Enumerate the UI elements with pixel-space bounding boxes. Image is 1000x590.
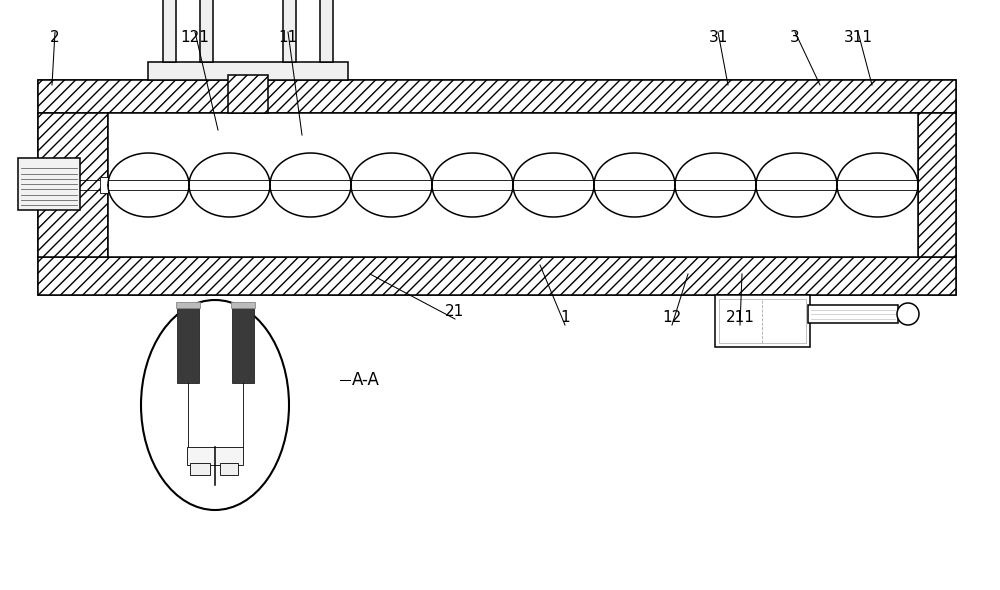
Text: 11: 11 — [278, 31, 298, 45]
Bar — [220, 463, 238, 475]
Bar — [187, 447, 243, 465]
Bar — [320, 0, 333, 62]
Bar — [163, 0, 176, 62]
Ellipse shape — [141, 300, 289, 510]
Bar — [148, 62, 348, 80]
Text: 211: 211 — [726, 310, 754, 326]
Bar — [232, 308, 254, 383]
Text: A-A: A-A — [352, 371, 380, 389]
Bar — [38, 257, 956, 295]
Text: 31: 31 — [708, 31, 728, 45]
Bar — [108, 113, 918, 257]
Text: 2: 2 — [50, 31, 60, 45]
Bar — [231, 302, 255, 308]
Text: 121: 121 — [181, 31, 209, 45]
Text: 21: 21 — [445, 304, 465, 320]
Bar — [190, 463, 210, 475]
Bar — [176, 302, 200, 308]
Bar — [283, 0, 296, 62]
Bar — [808, 305, 898, 323]
Bar — [719, 299, 806, 343]
Bar — [177, 308, 199, 383]
Bar — [918, 113, 956, 257]
Bar — [38, 80, 956, 113]
Text: 12: 12 — [662, 310, 682, 326]
Bar — [715, 295, 810, 347]
Text: 1: 1 — [560, 310, 570, 326]
Circle shape — [897, 303, 919, 325]
Text: 311: 311 — [844, 31, 872, 45]
Bar — [18, 158, 80, 210]
Bar — [228, 75, 268, 113]
Text: 3: 3 — [790, 31, 800, 45]
Bar — [38, 113, 108, 257]
Bar — [100, 177, 108, 193]
Bar — [200, 0, 213, 62]
Bar — [38, 80, 956, 295]
